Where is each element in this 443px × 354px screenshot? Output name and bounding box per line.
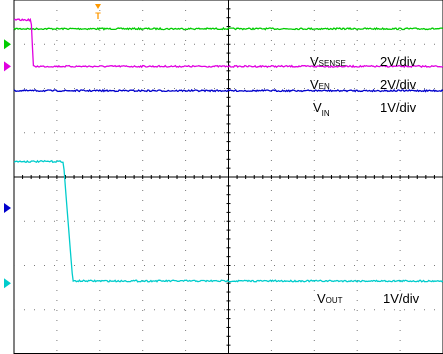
vout-scale: 1V/div bbox=[383, 291, 420, 306]
trigger-marker: T bbox=[95, 4, 101, 21]
vsense-label: VSENSE bbox=[310, 54, 346, 69]
trace-label-vout: VOUT 1V/div bbox=[317, 291, 420, 306]
channel-markers bbox=[4, 39, 11, 289]
trigger-label: T bbox=[95, 11, 101, 21]
trace-label-vin: VIN 1V/div bbox=[313, 100, 417, 118]
vin-scale: 1V/div bbox=[380, 100, 417, 115]
vsense-scale: 2V/div bbox=[380, 54, 417, 69]
trace-in bbox=[13, 88, 443, 93]
traces bbox=[13, 17, 443, 283]
trace-label-ven: VEN 2V/div bbox=[310, 77, 417, 92]
channel-marker-en-icon bbox=[4, 61, 11, 72]
trigger-arrow-icon bbox=[95, 4, 101, 9]
trace-label-vsense: VSENSE 2V/div bbox=[310, 54, 417, 69]
vin-label: VIN bbox=[313, 100, 330, 118]
trace-en bbox=[13, 17, 443, 69]
trace-out bbox=[13, 159, 443, 283]
channel-marker-sense-icon bbox=[4, 39, 11, 50]
channel-marker-out-icon bbox=[4, 278, 11, 289]
vout-label: VOUT bbox=[317, 291, 343, 306]
channel-marker-in-icon bbox=[4, 202, 11, 213]
ven-scale: 2V/div bbox=[380, 77, 417, 92]
ven-label: VEN bbox=[310, 77, 330, 92]
trace-sense bbox=[13, 26, 443, 31]
